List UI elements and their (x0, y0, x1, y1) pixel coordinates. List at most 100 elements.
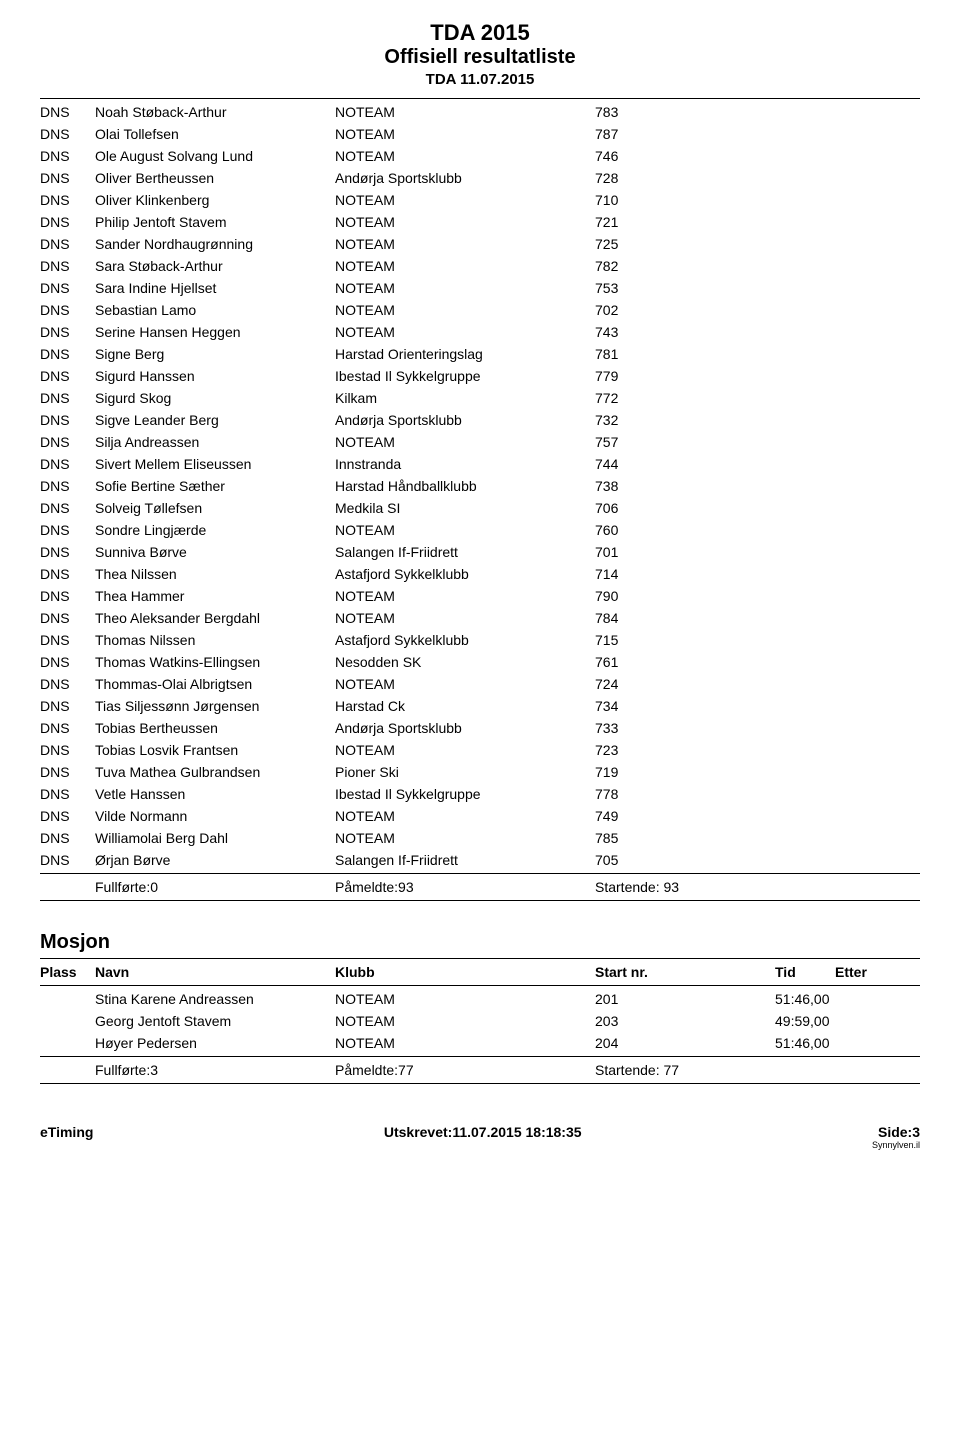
cell-status: DNS (40, 588, 95, 604)
results-summary: Fullførte:0 Påmeldte:93 Startende: 93 (40, 876, 920, 898)
cell-name: Sebastian Lamo (95, 302, 335, 318)
cell-status: DNS (40, 500, 95, 516)
summary-pameldte: Påmeldte:77 (335, 1062, 595, 1078)
cell-num: 753 (595, 280, 655, 296)
table-row: DNSTuva Mathea GulbrandsenPioner Ski719 (40, 761, 920, 783)
cell-status: DNS (40, 126, 95, 142)
event-subtitle: Offisiell resultatliste (40, 46, 920, 69)
cell-club: NOTEAM (335, 991, 595, 1007)
cell-club: Andørja Sportsklubb (335, 412, 595, 428)
cell-club: NOTEAM (335, 126, 595, 142)
table-row: DNSSilja AndreassenNOTEAM757 (40, 431, 920, 453)
mosjon-summary: Fullførte:3 Påmeldte:77 Startende: 77 (40, 1059, 920, 1081)
cell-name: Thea Nilssen (95, 566, 335, 582)
cell-num: 760 (595, 522, 655, 538)
table-row: Høyer PedersenNOTEAM20451:46,00 (40, 1032, 920, 1054)
cell-status: DNS (40, 720, 95, 736)
table-row: DNSSondre LingjærdeNOTEAM760 (40, 519, 920, 541)
cell-name: Thomas Watkins-Ellingsen (95, 654, 335, 670)
cell-num: 784 (595, 610, 655, 626)
cell-num: 761 (595, 654, 655, 670)
cell-name: Sigurd Skog (95, 390, 335, 406)
cell-num: 714 (595, 566, 655, 582)
cell-num: 701 (595, 544, 655, 560)
event-title: TDA 2015 (40, 20, 920, 46)
cell-status: DNS (40, 192, 95, 208)
cell-name: Sondre Lingjærde (95, 522, 335, 538)
cell-club: NOTEAM (335, 742, 595, 758)
cell-name: Sigve Leander Berg (95, 412, 335, 428)
table-row: DNSSigurd SkogKilkam772 (40, 387, 920, 409)
cell-num: 783 (595, 104, 655, 120)
cell-status: DNS (40, 566, 95, 582)
table-row: DNSThomas NilssenAstafjord Sykkelklubb71… (40, 629, 920, 651)
cell-status: DNS (40, 434, 95, 450)
cell-club: Ibestad Il Sykkelgruppe (335, 786, 595, 802)
table-row: DNSOlai TollefsenNOTEAM787 (40, 123, 920, 145)
cell-name: Tias Siljessønn Jørgensen (95, 698, 335, 714)
cell-name: Sara Indine Hjellset (95, 280, 335, 296)
mosjon-table: Stina Karene AndreassenNOTEAM20151:46,00… (40, 988, 920, 1054)
cell-status: DNS (40, 390, 95, 406)
cell-club: NOTEAM (335, 280, 595, 296)
cell-name: Høyer Pedersen (95, 1035, 335, 1051)
cell-name: Ole August Solvang Lund (95, 148, 335, 164)
cell-status: DNS (40, 742, 95, 758)
footer-app: eTiming (40, 1124, 93, 1150)
cell-club: Harstad Orienteringslag (335, 346, 595, 362)
cell-club: NOTEAM (335, 324, 595, 340)
table-row: DNSTobias BertheussenAndørja Sportsklubb… (40, 717, 920, 739)
cell-name: Tuva Mathea Gulbrandsen (95, 764, 335, 780)
cell-num: 728 (595, 170, 655, 186)
table-row: DNSSebastian LamoNOTEAM702 (40, 299, 920, 321)
cell-club: Andørja Sportsklubb (335, 170, 595, 186)
table-row: DNSSerine Hansen HeggenNOTEAM743 (40, 321, 920, 343)
cell-club: NOTEAM (335, 522, 595, 538)
col-navn: Navn (95, 964, 335, 980)
cell-num: 772 (595, 390, 655, 406)
cell-club: Kilkam (335, 390, 595, 406)
cell-time: 51:46,00 (775, 1035, 895, 1051)
cell-name: Sofie Bertine Sæther (95, 478, 335, 494)
cell-num: 724 (595, 676, 655, 692)
cell-status: DNS (40, 852, 95, 868)
cell-name: Tobias Bertheussen (95, 720, 335, 736)
cell-name: Sivert Mellem Eliseussen (95, 456, 335, 472)
page-header: TDA 2015 Offisiell resultatliste TDA 11.… (40, 20, 920, 88)
footer-page-num: Side:3 (878, 1124, 920, 1140)
cell-num: 203 (595, 1013, 775, 1029)
cell-club: NOTEAM (335, 258, 595, 274)
mosjon-header: Plass Navn Klubb Start nr. Tid Etter (40, 961, 920, 983)
cell-num: 721 (595, 214, 655, 230)
cell-name: Philip Jentoft Stavem (95, 214, 335, 230)
summary-startende: Startende: 77 (595, 1062, 920, 1078)
cell-name: Solveig Tøllefsen (95, 500, 335, 516)
divider (40, 958, 920, 959)
cell-status: DNS (40, 808, 95, 824)
cell-num: 702 (595, 302, 655, 318)
table-row: DNSThommas-Olai AlbrigtsenNOTEAM724 (40, 673, 920, 695)
table-row: DNSSigve Leander BergAndørja Sportsklubb… (40, 409, 920, 431)
cell-name: Georg Jentoft Stavem (95, 1013, 335, 1029)
cell-club: NOTEAM (335, 104, 595, 120)
cell-num: 732 (595, 412, 655, 428)
cell-status: DNS (40, 236, 95, 252)
cell-name: Thea Hammer (95, 588, 335, 604)
footer-timestamp: Utskrevet:11.07.2015 18:18:35 (384, 1124, 582, 1150)
cell-num: 778 (595, 786, 655, 802)
cell-club: NOTEAM (335, 1035, 595, 1051)
cell-num: 723 (595, 742, 655, 758)
cell-name: Serine Hansen Heggen (95, 324, 335, 340)
cell-status: DNS (40, 764, 95, 780)
table-row: DNSSara Støback-ArthurNOTEAM782 (40, 255, 920, 277)
col-start: Start nr. (595, 964, 775, 980)
cell-club: Salangen If-Friidrett (335, 544, 595, 560)
cell-club: Pioner Ski (335, 764, 595, 780)
summary-pameldte: Påmeldte:93 (335, 879, 595, 895)
cell-time: 49:59,00 (775, 1013, 895, 1029)
table-row: DNSTias Siljessønn JørgensenHarstad Ck73… (40, 695, 920, 717)
cell-num: 790 (595, 588, 655, 604)
cell-num: 725 (595, 236, 655, 252)
cell-status: DNS (40, 544, 95, 560)
cell-club: NOTEAM (335, 148, 595, 164)
